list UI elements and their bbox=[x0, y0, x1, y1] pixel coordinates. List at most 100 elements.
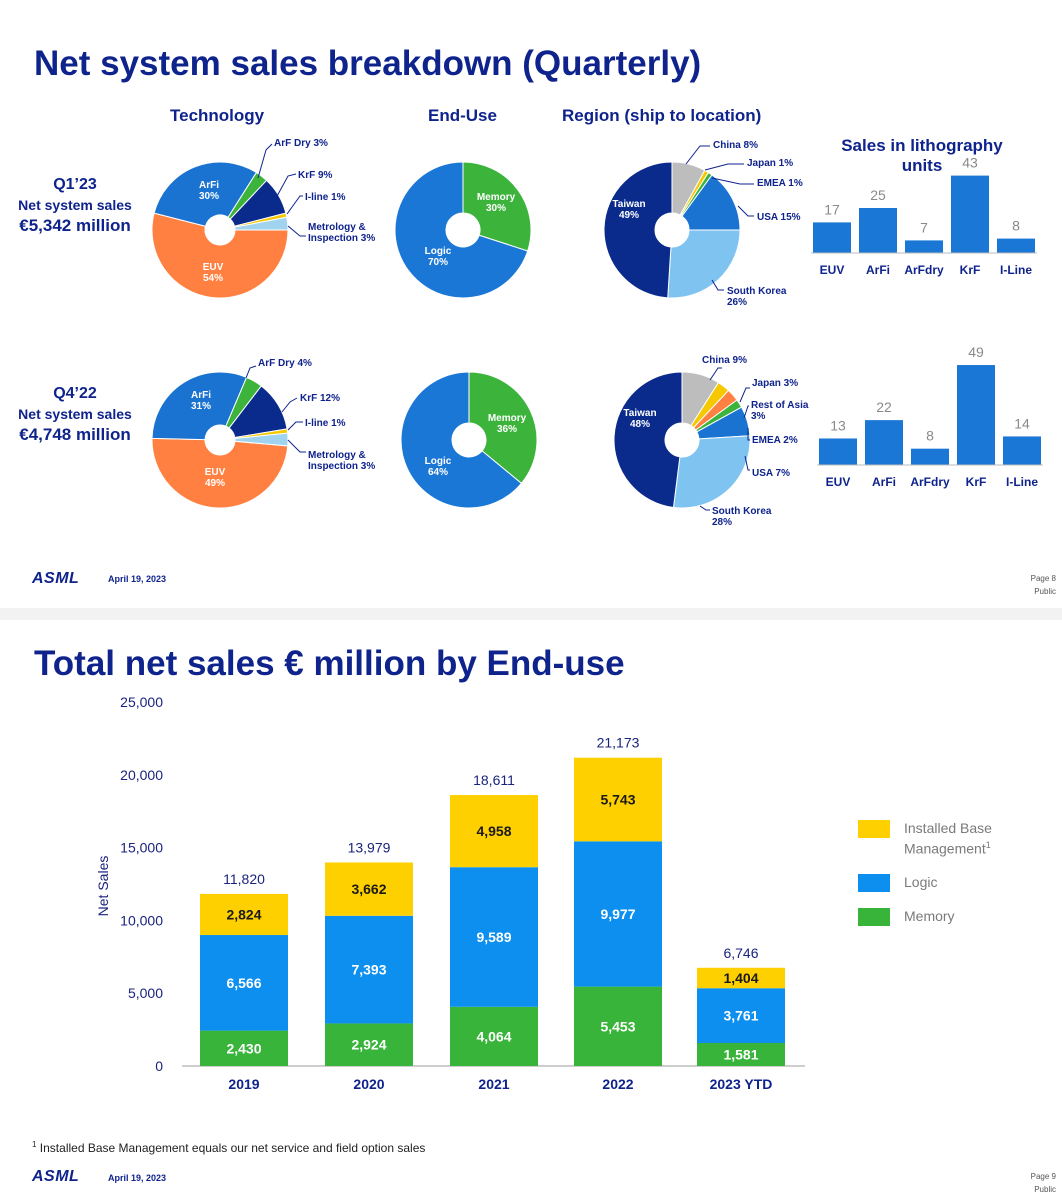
units-header-line1: Sales in lithography bbox=[841, 136, 1003, 155]
q1_region-label-china: China 8% bbox=[713, 140, 758, 151]
q4_region-leader-china bbox=[709, 367, 722, 381]
bar-2022-installed-base-management bbox=[574, 757, 662, 842]
q4_units-category-euv: EUV bbox=[826, 475, 851, 489]
slide1-page-number: Page 8 bbox=[1030, 574, 1056, 583]
q1_units-bar-i-line bbox=[997, 238, 1035, 253]
q1-quarter: Q1’23 bbox=[53, 176, 97, 193]
region-header: Region (ship to location) bbox=[562, 106, 762, 125]
q1_units-bar-euv bbox=[813, 222, 851, 253]
q1-net-label: Net system sales bbox=[18, 197, 132, 213]
x-category-2021: 2021 bbox=[478, 1076, 509, 1092]
q4_technology-slice-metrology-inspection bbox=[234, 432, 289, 447]
q1_enduse-label-memory: Memory 30% bbox=[477, 192, 516, 214]
q4_units-bar-euv bbox=[819, 438, 857, 465]
q1_units-category-euv: EUV bbox=[820, 263, 845, 277]
q4_region-leader-emea bbox=[747, 428, 750, 441]
bar-2019-memory bbox=[200, 1030, 288, 1066]
y-tick-5000: 5,000 bbox=[128, 985, 163, 1001]
units-header: Sales in lithography units bbox=[812, 136, 1032, 176]
legend-memory-swatch bbox=[858, 907, 890, 926]
x-category-2019: 2019 bbox=[228, 1076, 259, 1092]
q1_units-bars: 17 EUV 25 ArFi 7 ArFdry 43 KrF 8 I-Line bbox=[811, 155, 1037, 277]
q4_units-category-i-line: I-Line bbox=[1006, 475, 1038, 489]
q4_region-label-usa: USA 7% bbox=[752, 468, 790, 479]
end-use-chart: 0 5,000 10,000 15,000 20,000 25,000 Net Sales 2… bbox=[95, 694, 805, 1092]
q1_enduse-slice-memory bbox=[462, 161, 532, 252]
q4_region-leader-japan bbox=[739, 387, 750, 403]
y-tick-20000: 20,000 bbox=[120, 767, 163, 783]
q4_region-label-china: China 9% bbox=[702, 355, 747, 366]
bar-2021-installed-base-management bbox=[450, 795, 538, 868]
q4_units-value-krf: 49 bbox=[968, 344, 984, 360]
q1-summary: Q1’23 Net system sales €5,342 million bbox=[0, 176, 150, 236]
q1_technology-label-arfi: ArFi 30% bbox=[199, 180, 219, 202]
bar-label-2023-ytd-logic: 3,761 bbox=[723, 1008, 758, 1024]
q1_region-leader-emea bbox=[711, 177, 754, 185]
q1_units-value-euv: 17 bbox=[824, 201, 840, 217]
legend-ibm-sup: 1 bbox=[985, 840, 991, 850]
total-label-2023-ytd: 6,746 bbox=[723, 945, 758, 961]
q4_technology-leader-i-line bbox=[287, 421, 303, 431]
q4-summary: Q4’22 Net system sales €4,748 million bbox=[0, 385, 150, 445]
q4_technology-pie: EUV 49% ArFi 31% ArF Dry 4% KrF 12% I-line 1% M… bbox=[151, 358, 375, 509]
legend-ibm: Installed Base Management1 bbox=[858, 820, 1034, 858]
q4_technology-label-arfi: ArFi 31% bbox=[191, 390, 211, 412]
bar-2023-ytd-installed-base-management bbox=[697, 967, 785, 989]
q1_region-slice-taiwan bbox=[603, 161, 673, 299]
q1_technology-label-arf-dry: ArF Dry 3% bbox=[274, 138, 328, 149]
q1_units-value-krf: 43 bbox=[962, 155, 978, 171]
total-label-2020: 13,979 bbox=[348, 839, 391, 855]
q1_units-category-krf: KrF bbox=[960, 263, 981, 277]
q1_units-value-arfdry: 7 bbox=[920, 219, 928, 235]
q4_technology-label-metrology-inspection: Metrology & Inspection 3% bbox=[308, 450, 375, 472]
q4_units-value-i-line: 14 bbox=[1014, 415, 1030, 431]
q1_technology-leader-arf-dry bbox=[257, 143, 273, 179]
q4_units-bar-arfdry bbox=[911, 448, 949, 465]
slide-separator bbox=[0, 608, 1062, 620]
legend-memory-label: Memory bbox=[904, 907, 955, 924]
bar-label-2019-installed-base-management: 2,824 bbox=[226, 906, 261, 922]
q1_region-label-south-korea: South Korea 26% bbox=[727, 286, 787, 308]
q4_units-category-arfdry: ArFdry bbox=[910, 475, 950, 489]
y-axis-label: Net Sales bbox=[95, 856, 111, 917]
q1_units-category-arfdry: ArFdry bbox=[904, 263, 944, 277]
q4_enduse-label-logic: Logic 64% bbox=[425, 456, 452, 478]
q4_units-bar-krf bbox=[957, 365, 995, 465]
slide1-charts: EUV 54% ArFi 30% ArF Dry 3% KrF 9% I-line 1% Me… bbox=[151, 138, 1043, 528]
q1-amount: €5,342 million bbox=[19, 216, 131, 235]
slide1-classification: Public bbox=[1034, 587, 1056, 596]
bar-label-2020-installed-base-management: 3,662 bbox=[351, 881, 386, 897]
q4_technology-label-arf-dry: ArF Dry 4% bbox=[258, 358, 312, 369]
q4_enduse-pie: Memory 36% Logic 64% bbox=[400, 371, 538, 509]
asml-logo-2: ASML bbox=[32, 1168, 80, 1185]
footnote: 1 Installed Base Management equals our n… bbox=[32, 1140, 425, 1155]
q4-quarter: Q4’22 bbox=[53, 385, 97, 402]
x-category-2022: 2022 bbox=[602, 1076, 633, 1092]
q1_technology-label-krf: KrF 9% bbox=[298, 170, 333, 181]
q4-net-label: Net system sales bbox=[18, 406, 132, 422]
q4_region-label-emea: EMEA 2% bbox=[752, 435, 798, 446]
q4_region-label-japan: Japan 3% bbox=[752, 378, 798, 389]
q1_units-category-arfi: ArFi bbox=[866, 263, 890, 277]
y-tick-0: 0 bbox=[155, 1058, 163, 1074]
q4_units-bar-i-line bbox=[1003, 436, 1041, 465]
q4_technology-slice-euv bbox=[151, 437, 289, 509]
q4_units-value-euv: 13 bbox=[830, 417, 846, 433]
bar-2022-memory bbox=[574, 986, 662, 1066]
q4-amount: €4,748 million bbox=[19, 425, 131, 444]
legend-ibm-line2: Management bbox=[904, 840, 986, 857]
x-category-2023-ytd: 2023 YTD bbox=[710, 1076, 773, 1092]
bar-label-2020-logic: 7,393 bbox=[351, 962, 386, 978]
total-label-2021: 18,611 bbox=[473, 772, 515, 788]
bar-label-2021-logic: 9,589 bbox=[476, 929, 511, 945]
slide-net-system-sales: Net system sales breakdown (Quarterly) T… bbox=[0, 44, 1056, 596]
q4_units-bars: 13 EUV 22 ArFi 8 ArFdry 49 KrF 14 I-Line bbox=[817, 344, 1043, 489]
legend-logic: Logic bbox=[858, 873, 1034, 892]
y-tick-15000: 15,000 bbox=[120, 840, 163, 856]
bar-label-2020-memory: 2,924 bbox=[351, 1037, 386, 1053]
q4_units-bar-arfi bbox=[865, 420, 903, 465]
q4_region-leader-usa bbox=[744, 455, 750, 471]
slide2-date: April 19, 2023 bbox=[108, 1173, 167, 1183]
bar-2021-memory bbox=[450, 1006, 538, 1066]
bar-label-2022-installed-base-management: 5,743 bbox=[600, 792, 635, 808]
